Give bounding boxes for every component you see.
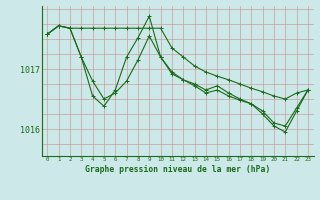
- X-axis label: Graphe pression niveau de la mer (hPa): Graphe pression niveau de la mer (hPa): [85, 165, 270, 174]
